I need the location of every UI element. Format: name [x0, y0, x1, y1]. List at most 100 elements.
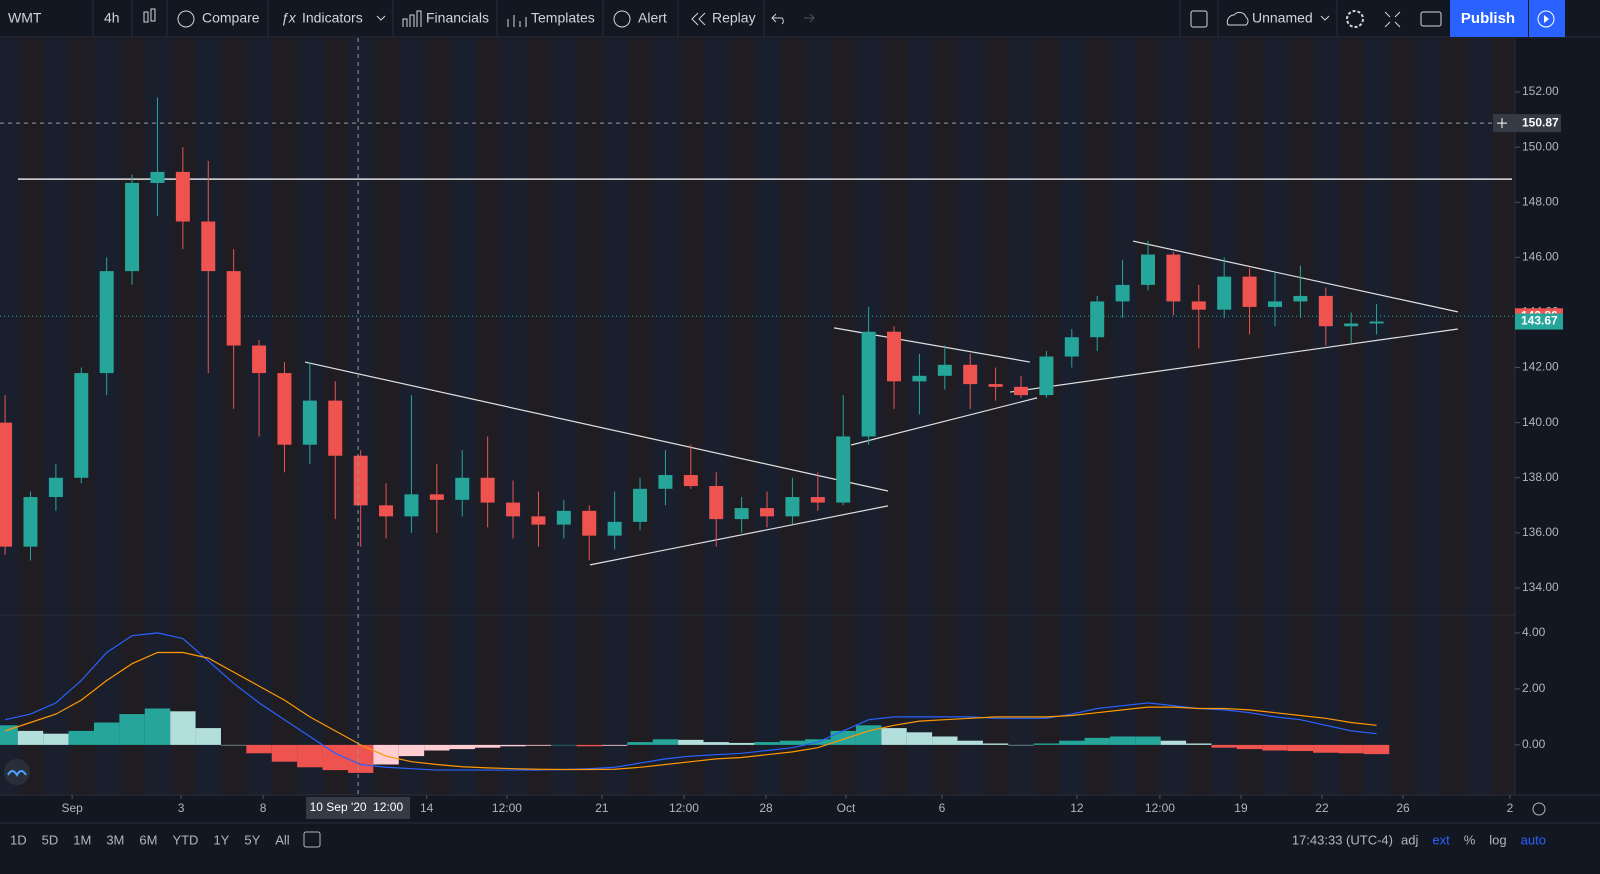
candle-body: [201, 221, 216, 272]
price-axis: [1515, 38, 1600, 795]
settings-button[interactable]: [1346, 10, 1364, 28]
candle-icon[interactable]: [143, 8, 156, 23]
templates-button[interactable]: Templates: [531, 10, 595, 26]
price-tick-label: 138.00: [1522, 470, 1559, 484]
toolbar-separators: [92, 0, 1338, 37]
indicators-icon[interactable]: ƒx: [281, 10, 297, 26]
time-tick-label: 6: [939, 801, 946, 815]
macd-histogram-bar: [220, 744, 247, 746]
candle-body: [937, 364, 952, 376]
scale-option[interactable]: auto: [1521, 832, 1546, 847]
compare-icon[interactable]: [177, 10, 195, 28]
templates-icon[interactable]: [507, 15, 527, 27]
alert-icon[interactable]: [613, 10, 631, 28]
time-tick-label: 12: [1070, 801, 1084, 815]
layout-dropdown[interactable]: [1320, 15, 1330, 21]
candle-body: [734, 508, 749, 520]
range-button[interactable]: 1M: [73, 832, 91, 847]
replay-icon[interactable]: [691, 12, 706, 26]
crosshair-price-label: 150.87: [1522, 115, 1559, 129]
candle-body: [1217, 276, 1232, 310]
axis-settings-button[interactable]: [1532, 802, 1546, 816]
stream-icon[interactable]: [1537, 10, 1555, 28]
range-button[interactable]: 6M: [139, 832, 157, 847]
candle-body: [1166, 254, 1181, 302]
indicators-dropdown[interactable]: [376, 15, 386, 21]
time-tick-label: 26: [1396, 801, 1410, 815]
candle-body: [0, 422, 13, 547]
financials-button[interactable]: Financials: [426, 10, 489, 26]
layout-icon[interactable]: [1190, 10, 1208, 28]
candle-body: [785, 497, 800, 517]
macd-histogram-bar: [195, 728, 221, 745]
time-axis: [0, 795, 1600, 823]
candle-body: [963, 364, 978, 385]
time-tick-label: 14: [420, 801, 434, 815]
macd-histogram-bar: [1059, 740, 1085, 745]
scale-option[interactable]: log: [1489, 832, 1506, 847]
bottom-bar: [0, 823, 1600, 874]
chart-background: [0, 38, 1515, 795]
macd-line: [4, 632, 1377, 771]
macd-histogram-bar: [43, 733, 69, 745]
candle-body: [556, 510, 571, 525]
candle-body: [1140, 254, 1155, 285]
indicators-button[interactable]: Indicators: [302, 10, 363, 26]
macd-histogram-bar: [1363, 744, 1390, 755]
candle-body: [607, 521, 622, 536]
candle-body: [658, 475, 673, 489]
date-range-button[interactable]: [303, 831, 321, 848]
macd-histogram-bar: [881, 728, 907, 745]
candle-body: [887, 331, 902, 382]
price-tick-label: 150.00: [1522, 139, 1559, 153]
range-button[interactable]: 5Y: [244, 832, 260, 847]
candle-body: [1064, 337, 1079, 357]
snapshot-button[interactable]: [1420, 11, 1442, 27]
trend-line: [1010, 328, 1458, 393]
macd-histogram-bar: [0, 725, 18, 745]
range-button[interactable]: 1Y: [213, 832, 229, 847]
publish-button[interactable]: [1450, 0, 1528, 37]
time-tick-label: 8: [260, 801, 267, 815]
range-button[interactable]: 3M: [106, 832, 124, 847]
redo-button[interactable]: [804, 13, 815, 23]
compare-button[interactable]: Compare: [202, 10, 260, 26]
interval[interactable]: 4h: [104, 10, 120, 26]
symbol[interactable]: WMT: [8, 10, 42, 26]
logo-button[interactable]: [4, 759, 30, 785]
replay-button[interactable]: Replay: [712, 10, 756, 26]
scale-option[interactable]: adj: [1401, 832, 1418, 847]
range-button[interactable]: YTD: [172, 832, 198, 847]
layout-name[interactable]: Unnamed: [1252, 10, 1313, 26]
macd-histogram-bar: [398, 744, 425, 757]
publish-label[interactable]: Publish: [1461, 10, 1515, 27]
alert-button[interactable]: Alert: [638, 10, 667, 26]
scale-option[interactable]: ext: [1432, 832, 1450, 847]
range-button[interactable]: 1D: [10, 832, 27, 847]
macd-histogram-bar: [627, 742, 653, 745]
macd-histogram-bar: [1109, 736, 1136, 745]
candle-body: [810, 497, 825, 503]
fullscreen-button[interactable]: [1384, 11, 1401, 28]
range-button[interactable]: All: [275, 832, 290, 847]
macd-histogram-bar: [68, 730, 94, 745]
financials-icon[interactable]: [402, 10, 422, 27]
macd-histogram-bar: [1186, 743, 1212, 745]
time-tick-label: 28: [759, 801, 773, 815]
price-label: 143.67: [1521, 314, 1558, 328]
price-tick-label: 148.00: [1522, 194, 1559, 208]
range-button[interactable]: 5D: [42, 832, 59, 847]
candle-body: [226, 271, 241, 346]
undo-button[interactable]: [771, 13, 784, 25]
macd-histogram-bar: [1084, 737, 1110, 745]
cloud-icon[interactable]: [1226, 11, 1249, 26]
scale-option[interactable]: %: [1464, 832, 1476, 847]
crosshair-date: 10 Sep '20: [310, 800, 367, 814]
candle-body: [1318, 295, 1333, 327]
candle-body: [302, 400, 317, 445]
macd-histogram-bar: [1236, 744, 1263, 750]
macd-histogram-bar: [1135, 736, 1161, 745]
macd-histogram-bar: [373, 744, 399, 765]
candle-body: [683, 475, 698, 487]
